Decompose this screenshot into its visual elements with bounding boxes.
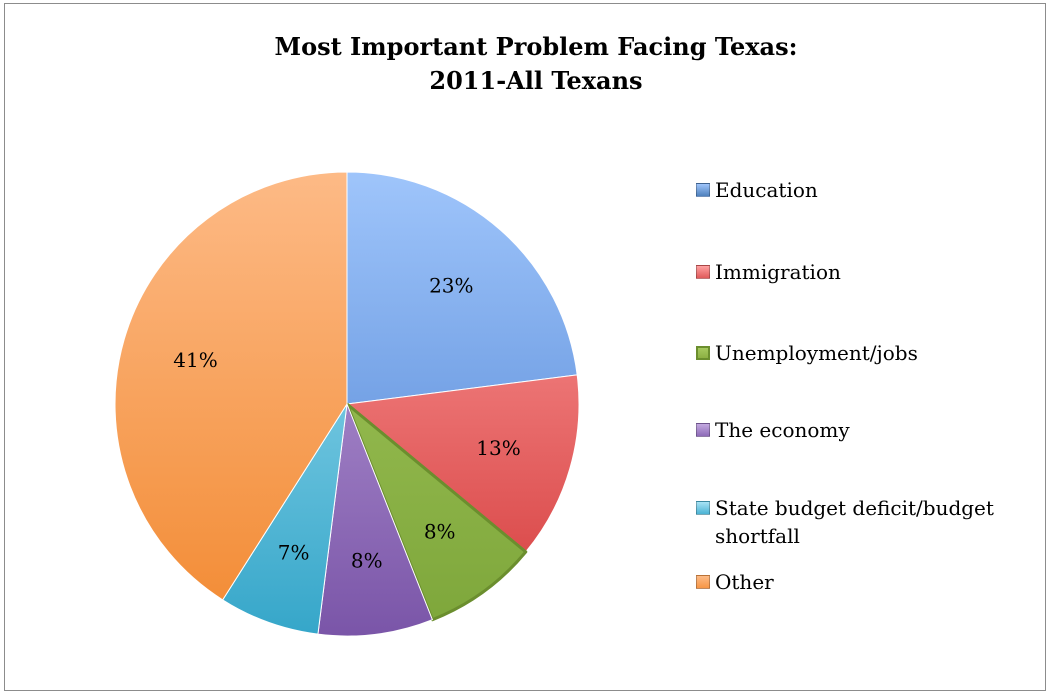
legend-item-education: Education [696,176,1045,204]
legend-label-education: Education [715,178,818,202]
pie-label-other: 41% [173,348,217,372]
legend-label-state-budget-deficit: State budget deficit/budget shortfall [715,496,994,548]
legend-swatch-immigration [696,265,710,279]
chart-title: Most Important Problem Facing Texas: 201… [0,30,1053,98]
pie-label-education: 23% [429,274,473,298]
legend-swatch-the-economy [696,423,710,437]
pie-slice-immigration [346,374,580,553]
pie-slice-unemployment-jobs [345,402,528,622]
pie-label-the-economy: 8% [351,549,383,573]
pie-label-unemployment-jobs: 8% [424,520,456,544]
legend-item-other: Other [696,568,1045,596]
legend-swatch-education [696,183,710,197]
legend-label-the-economy: The economy [715,418,850,442]
pie-slice-education [346,171,578,405]
pie-slice-the-economy [317,403,433,637]
pie-label-immigration: 13% [476,436,520,460]
legend-label-immigration: Immigration [715,260,841,284]
pie-slices [114,171,580,637]
pie-slice-state-budget-deficit [222,403,348,635]
legend-swatch-unemployment-jobs [696,346,710,360]
pie-data-labels: 23% 13% 8% 8% 7% 41% [173,274,520,573]
legend-item-state-budget-deficit: State budget deficit/budget shortfall [696,494,1045,550]
legend-swatch-other [696,575,710,589]
chart-title-line-1: Most Important Problem Facing Texas: [274,32,798,61]
legend-item-unemployment-jobs: Unemployment/jobs [696,339,1045,367]
legend-label-unemployment-jobs: Unemployment/jobs [715,341,918,365]
legend-label-other: Other [715,570,774,594]
legend-swatch-state-budget-deficit [696,501,710,515]
pie-slice-other [114,171,348,601]
pie-label-state-budget-deficit: 7% [278,540,310,564]
legend-item-the-economy: The economy [696,416,1045,444]
legend-item-immigration: Immigration [696,258,1045,286]
chart-title-line-2: 2011-All Texans [429,66,643,95]
